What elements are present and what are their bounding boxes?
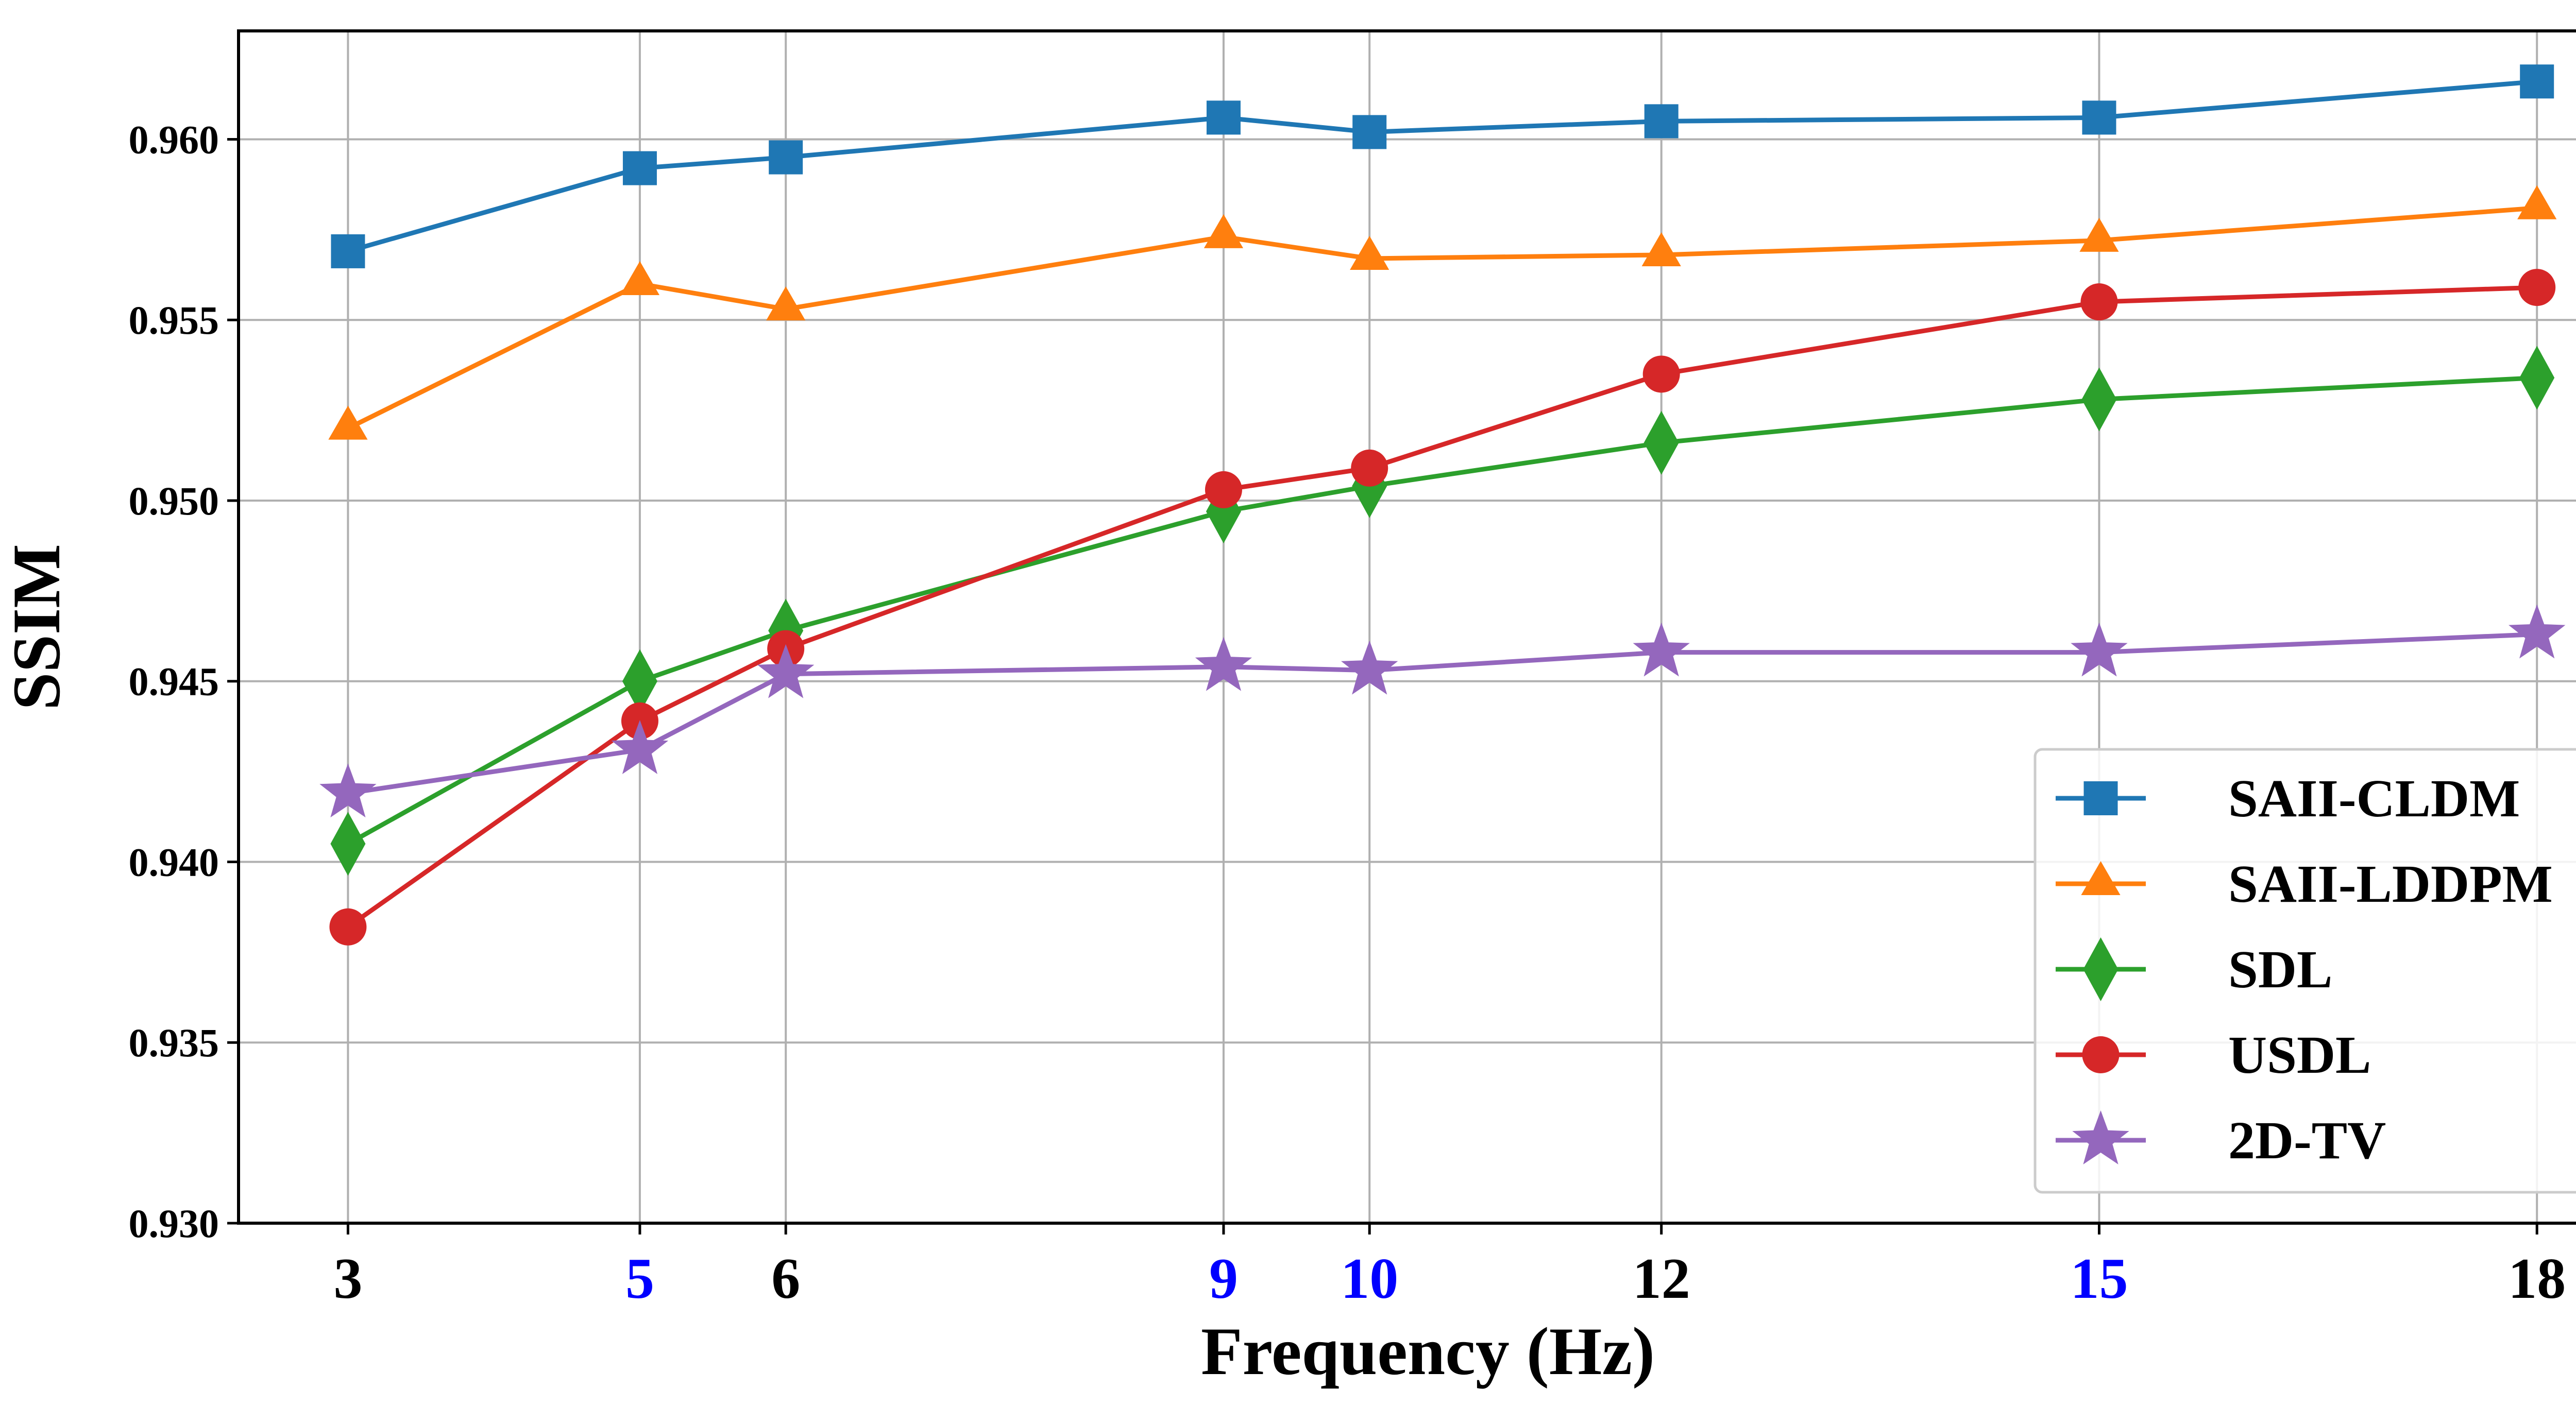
- series-saii-cldm: [331, 64, 2554, 268]
- data-point-2d-tv: [757, 644, 815, 698]
- data-point-saii-cldm: [622, 151, 657, 185]
- data-point-2d-tv: [1195, 637, 1252, 691]
- data-point-saii-cldm: [2520, 64, 2554, 99]
- series-usdl: [329, 269, 2556, 946]
- x-tick-label: 18: [2508, 1247, 2566, 1311]
- x-axis: 3 5 6 9 10 12 15 18: [333, 1223, 2566, 1311]
- legend-label: SAII-CLDM: [2228, 769, 2520, 828]
- data-point-usdl: [1642, 355, 1680, 393]
- x-axis-title: Frequency (Hz): [1201, 1313, 1655, 1389]
- data-point-saii-cldm: [1206, 100, 1241, 135]
- y-tick-label: 0.940: [129, 839, 219, 884]
- data-point-2d-tv: [2509, 604, 2566, 659]
- legend-box: [2033, 748, 2576, 1194]
- series-sdl: [330, 346, 2555, 876]
- y-tick-label: 0.955: [129, 298, 219, 342]
- data-point-saii-lddpm: [1641, 232, 1681, 266]
- data-point-saii-lddpm: [1204, 214, 1244, 248]
- series-layer: [319, 64, 2566, 946]
- y-tick-label: 0.945: [129, 659, 219, 704]
- data-point-usdl: [1351, 449, 1388, 487]
- series-line-saii-cldm: [347, 79, 2537, 254]
- legend-label: USDL: [2228, 1025, 2371, 1085]
- data-point-2d-tv: [319, 763, 377, 818]
- data-point-saii-cldm: [2082, 100, 2116, 135]
- data-point-sdl: [1643, 410, 1679, 475]
- data-point-saii-lddpm: [2517, 185, 2557, 219]
- legend-label: 2D-TV: [2228, 1111, 2386, 1170]
- series-line-usdl: [346, 285, 2537, 929]
- y-tick-label: 0.930: [129, 1201, 219, 1246]
- data-point-saii-cldm: [1644, 104, 1679, 139]
- data-point-saii-cldm: [331, 234, 365, 268]
- x-tick-label: 15: [2070, 1247, 2128, 1311]
- legend-marker: [2082, 1036, 2120, 1073]
- plot-frame: [237, 29, 2576, 1225]
- y-axis: 0.930 0.935 0.940 0.945 0.950 0.955 0.960: [129, 117, 239, 1246]
- series-line-sdl: [347, 375, 2537, 846]
- data-point-sdl: [622, 649, 657, 713]
- data-point-2d-tv: [1633, 622, 1690, 677]
- legend-marker: [2081, 861, 2121, 895]
- x-tick-label: 6: [771, 1247, 800, 1311]
- legend-marker: [2072, 1110, 2129, 1164]
- data-point-usdl: [1205, 471, 1242, 508]
- y-tick-label: 0.935: [129, 1020, 219, 1065]
- x-tick-label: 9: [1209, 1247, 1238, 1311]
- data-point-saii-lddpm: [620, 261, 660, 296]
- legend-label: SAII-LDDPM: [2228, 854, 2553, 914]
- data-point-sdl: [2519, 346, 2555, 410]
- series-line-2d-tv: [347, 632, 2537, 796]
- series-saii-lddpm: [328, 185, 2557, 440]
- legend: SAII-CLDM SAII-LDDPM SDL USDL 2D-TV: [2033, 748, 2576, 1194]
- series-line-saii-lddpm: [347, 205, 2537, 431]
- data-point-saii-lddpm: [2079, 217, 2119, 252]
- data-point-saii-lddpm: [766, 286, 806, 321]
- x-tick-label: 12: [1633, 1247, 1690, 1311]
- data-point-usdl: [329, 908, 367, 946]
- data-point-saii-lddpm: [328, 405, 368, 440]
- x-tick-label: 5: [625, 1247, 654, 1311]
- data-point-saii-lddpm: [1350, 235, 1389, 270]
- y-axis-title: SSIM: [0, 544, 74, 710]
- data-point-saii-cldm: [769, 140, 803, 175]
- y-tick-label: 0.950: [129, 478, 219, 523]
- legend-marker: [2083, 937, 2119, 1001]
- legend-label: SDL: [2228, 940, 2332, 999]
- data-point-usdl: [2518, 269, 2556, 306]
- x-tick-label: 3: [333, 1247, 362, 1311]
- data-point-2d-tv: [2071, 622, 2128, 677]
- x-tick-label: 10: [1341, 1247, 1398, 1311]
- legend-marker: [2083, 781, 2118, 815]
- data-point-sdl: [330, 812, 366, 876]
- y-tick-label: 0.960: [129, 117, 219, 162]
- series-2d-tv: [319, 604, 2566, 818]
- data-point-usdl: [2080, 283, 2118, 321]
- data-point-2d-tv: [611, 720, 669, 774]
- data-point-sdl: [2081, 367, 2117, 432]
- data-point-2d-tv: [1341, 640, 1398, 695]
- data-point-saii-cldm: [1352, 115, 1387, 149]
